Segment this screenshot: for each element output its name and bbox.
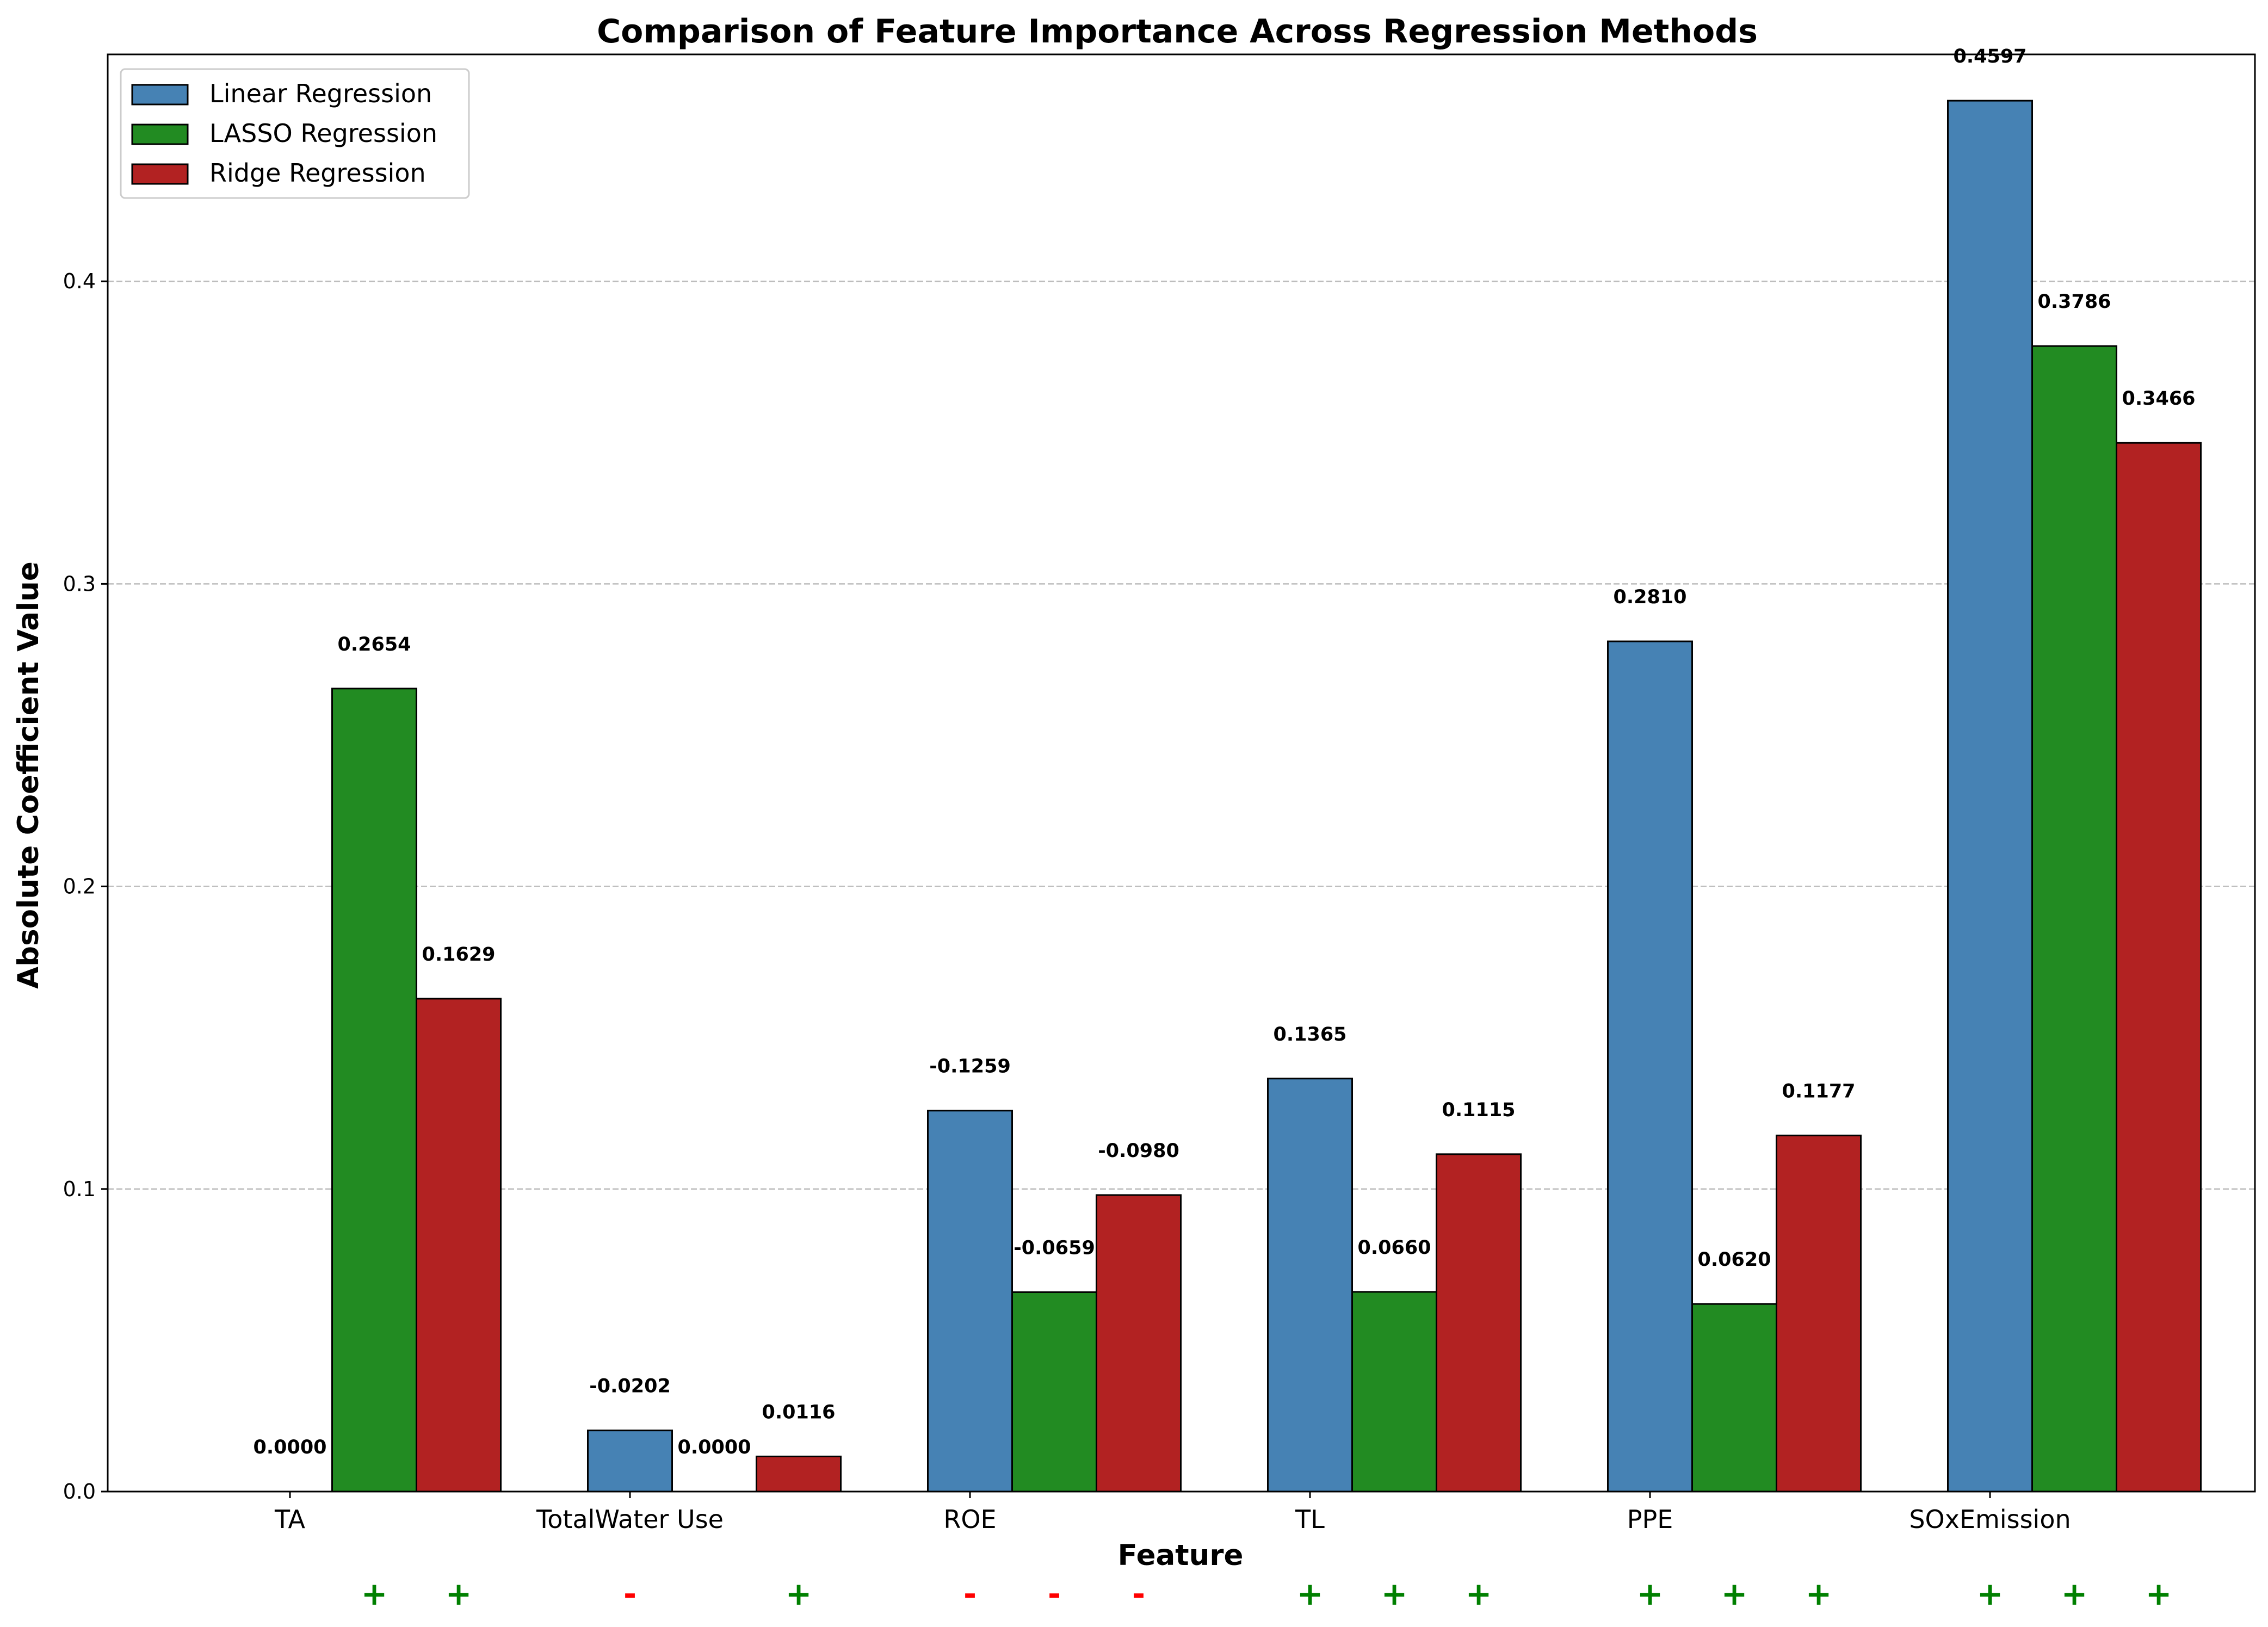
bar-value-label: 0.3786 — [2037, 291, 2111, 313]
bar — [1947, 100, 2033, 1493]
bar-value-label: 0.0000 — [677, 1437, 751, 1458]
bar-value-label: 0.0000 — [253, 1437, 326, 1458]
bar — [1351, 1291, 1437, 1493]
x-tick-label: TL — [1295, 1505, 1325, 1534]
bar-value-label: -0.0980 — [1098, 1140, 1179, 1162]
bar — [1011, 1291, 1097, 1493]
sign-indicators: + + - + - - - + + + + + + + + + — [361, 1575, 2172, 1612]
x-axis: TA TotalWater Use ROE TL PPE SOxEmission — [274, 1492, 2071, 1534]
sign-indicator: + — [2146, 1575, 2172, 1612]
sign-indicator: + — [361, 1575, 388, 1612]
y-tick-label: 0.4 — [63, 269, 96, 293]
sign-indicator: + — [1381, 1575, 1408, 1612]
bar-value-label: 0.2654 — [337, 634, 411, 655]
x-tick-label: ROE — [943, 1505, 996, 1534]
legend-label: Linear Regression — [209, 79, 432, 108]
sign-indicator: - — [623, 1575, 636, 1612]
legend: Linear Regression LASSO Regression Ridge R… — [120, 68, 470, 199]
bar — [587, 1430, 673, 1493]
legend-swatch — [131, 84, 189, 106]
value-labels: 0.0000 0.2654 0.1629 -0.0202 0.0000 0.0116 -0.… — [253, 46, 2195, 1458]
legend-label: Ridge Regression — [209, 158, 426, 188]
bar — [927, 1110, 1013, 1493]
bar — [416, 998, 502, 1493]
bar — [756, 1455, 842, 1493]
bar-value-label: -0.0659 — [1014, 1237, 1095, 1259]
legend-swatch — [131, 123, 189, 145]
sign-indicator: - — [1132, 1575, 1145, 1612]
bar — [1436, 1153, 1522, 1493]
y-tick-label: 0.2 — [63, 875, 96, 899]
x-tick-label: SOxEmission — [1909, 1505, 2071, 1534]
y-axis-label: Absolute Coefficient Value — [12, 561, 45, 989]
bar-value-label: 0.1365 — [1273, 1024, 1346, 1046]
bar-value-label: 0.0660 — [1357, 1237, 1431, 1259]
bar-value-label: 0.2810 — [1613, 586, 1686, 608]
sign-indicator: - — [1048, 1575, 1061, 1612]
bar-value-label: -0.0202 — [589, 1376, 671, 1397]
x-tick-label: TA — [274, 1505, 306, 1534]
sign-indicator: + — [1721, 1575, 1748, 1612]
bar — [2116, 442, 2202, 1493]
bar — [331, 688, 417, 1493]
bars — [331, 100, 2202, 1493]
bar — [1096, 1194, 1182, 1493]
y-tick-label: 0.3 — [63, 572, 96, 596]
bar-value-label: 0.1115 — [1442, 1099, 1515, 1121]
legend-label: LASSO Regression — [209, 119, 437, 148]
sign-indicator: + — [786, 1575, 812, 1612]
bar — [1691, 1303, 1777, 1493]
sign-indicator: + — [1806, 1575, 1832, 1612]
sign-indicator: + — [446, 1575, 472, 1612]
bar-value-label: 0.3466 — [2122, 388, 2195, 410]
x-tick-label: TotalWater Use — [536, 1505, 724, 1534]
bar-value-label: 0.1177 — [1782, 1080, 1855, 1102]
bar — [1607, 640, 1693, 1493]
bar-value-label: -0.1259 — [929, 1056, 1011, 1078]
bar — [1776, 1134, 1862, 1493]
sign-indicator: + — [2061, 1575, 2088, 1612]
y-tick-label: 0.0 — [63, 1480, 96, 1504]
bar-value-label: 0.4597 — [1953, 46, 2026, 67]
sign-indicator: + — [1637, 1575, 1664, 1612]
bar — [1267, 1078, 1353, 1493]
bar-value-label: 0.0620 — [1697, 1249, 1771, 1271]
x-axis-label: Feature — [1118, 1539, 1244, 1572]
bar-value-label: 0.1629 — [422, 944, 495, 966]
sign-indicator: - — [963, 1575, 977, 1612]
plot-area-frame — [107, 53, 2256, 1493]
bar-value-label: 0.0116 — [762, 1401, 835, 1423]
x-tick-label: PPE — [1627, 1505, 1673, 1534]
y-axis: 0.0 0.1 0.2 0.3 0.4 — [63, 269, 108, 1504]
sign-indicator: + — [1466, 1575, 1492, 1612]
legend-box — [120, 68, 470, 199]
y-tick-label: 0.1 — [63, 1177, 96, 1201]
legend-swatch — [131, 163, 189, 185]
sign-indicator: + — [1977, 1575, 2004, 1612]
bar — [2031, 345, 2117, 1493]
sign-indicator: + — [1297, 1575, 1324, 1612]
chart-title: Comparison of Feature Importance Across … — [597, 13, 1758, 51]
